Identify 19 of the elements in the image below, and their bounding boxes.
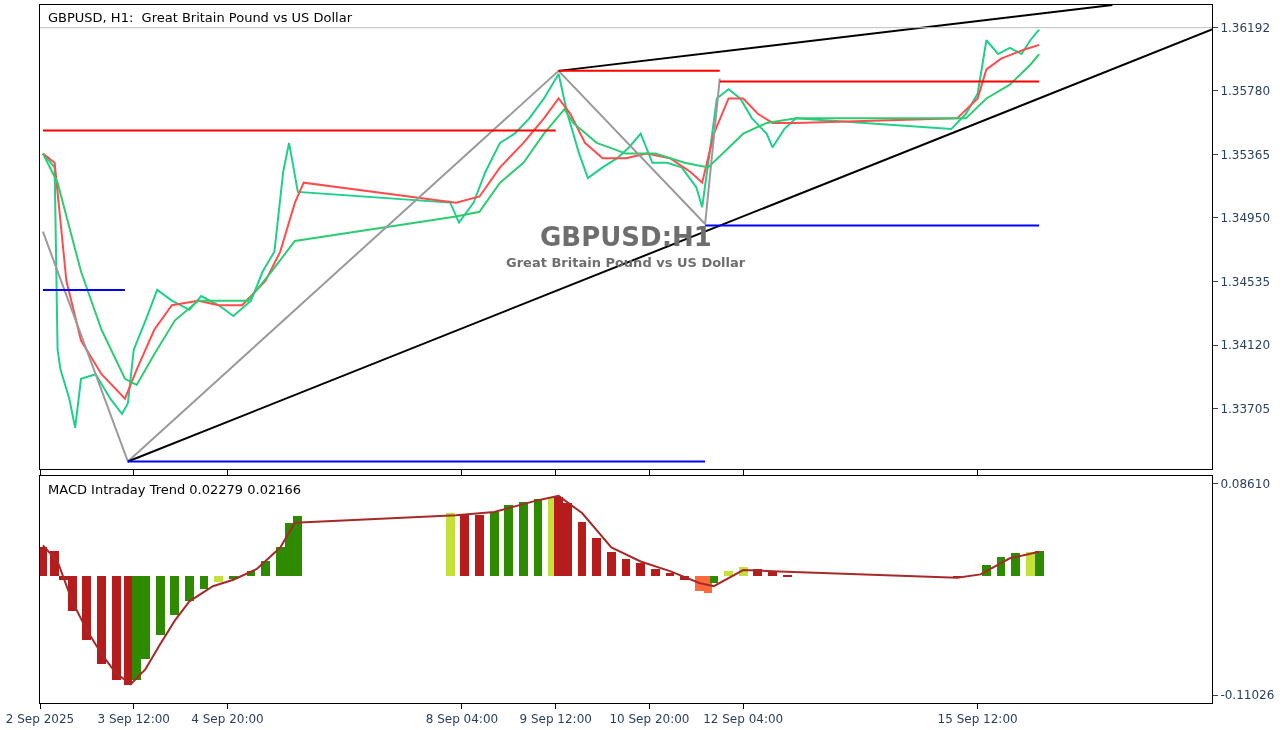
x-tick-label: 12 Sep 04:00	[703, 712, 784, 727]
y-tick-label: -0.11026	[1220, 688, 1275, 703]
x-tick-label: 2 Sep 2025	[5, 712, 75, 727]
x-tick-label: 15 Sep 12:00	[937, 712, 1018, 727]
y-tick-label: 0.08610	[1220, 477, 1271, 492]
chart-title: GBPUSD, H1: Great Britain Pound vs US Dollar	[48, 10, 353, 25]
x-tick-label: 8 Sep 04:00	[425, 712, 499, 727]
y-tick-label: 1.33705	[1220, 401, 1271, 416]
x-tick-label: 3 Sep 12:00	[97, 712, 170, 727]
y-tick-label: 1.35780	[1220, 83, 1271, 98]
text: MACD Intraday Trend 0.02279 0.02166	[48, 482, 301, 497]
x-tick-label: 10 Sep 20:00	[609, 712, 690, 727]
y-tick-label: 1.36192	[1220, 20, 1271, 35]
x-tick-label: 9 Sep 12:00	[519, 712, 592, 727]
y-tick-label: 1.34535	[1220, 274, 1271, 289]
x-tick-label: 4 Sep 20:00	[191, 712, 264, 727]
y-tick-label: 1.34120	[1220, 338, 1271, 353]
y-tick-label: 1.34950	[1220, 211, 1271, 226]
y-tick-label: 1.35365	[1220, 147, 1271, 162]
